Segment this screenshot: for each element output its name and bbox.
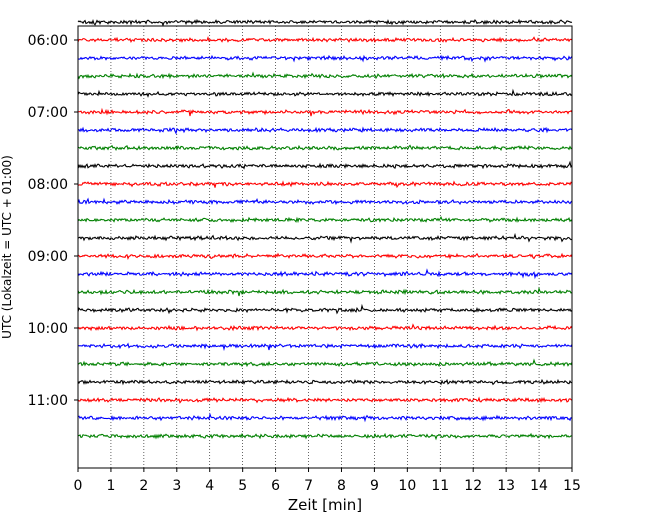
trace-line — [77, 396, 573, 404]
y-tick-label: 06:00 — [28, 33, 68, 49]
trace-line — [77, 35, 573, 44]
x-tick-label: 3 — [172, 478, 181, 494]
x-tick-label: 4 — [205, 478, 214, 494]
trace-line — [77, 358, 573, 368]
x-axis-label: Zeit [min] — [288, 496, 362, 514]
y-axis-ticks: 06:00 07:00 08:00 09:00 10:00 11:00 — [28, 33, 78, 409]
x-tick-label: 2 — [139, 478, 148, 494]
x-axis-ticks: 0 1 2 3 4 5 6 7 8 9 10 11 12 13 14 15 — [74, 468, 581, 494]
y-tick-label: 09:00 — [28, 249, 68, 265]
trace-line — [77, 160, 573, 170]
x-tick-label: 1 — [106, 478, 115, 494]
trace-line — [77, 215, 573, 224]
trace-line — [77, 197, 573, 206]
y-tick-label: 10:00 — [28, 321, 68, 337]
x-tick-label: 6 — [271, 478, 280, 494]
x-tick-label: 8 — [337, 478, 346, 494]
trace-line — [77, 268, 573, 280]
seismic-traces — [77, 18, 573, 441]
trace-line — [77, 252, 573, 260]
trace-line — [77, 180, 573, 189]
y-tick-label: 07:00 — [28, 105, 68, 121]
x-tick-label: 13 — [497, 478, 515, 494]
trace-line — [77, 378, 573, 386]
x-tick-label: 9 — [370, 478, 379, 494]
trace-line — [77, 144, 573, 152]
plot-frame — [77, 25, 573, 469]
x-tick-label: 14 — [530, 478, 548, 494]
x-tick-label: 7 — [304, 478, 313, 494]
trace-line — [77, 432, 573, 441]
trace-line — [77, 323, 573, 332]
y-tick-label: 11:00 — [28, 393, 68, 409]
y-axis-label: UTC (Lokalzeit = UTC + 01:00) — [0, 155, 14, 339]
x-tick-label: 12 — [464, 478, 482, 494]
trace-line — [77, 303, 573, 315]
y-tick-label: 08:00 — [28, 177, 68, 193]
trace-line — [77, 286, 573, 297]
x-tick-label: 10 — [398, 478, 416, 494]
trace-line — [77, 342, 573, 352]
trace-line — [77, 126, 573, 135]
trace-line — [77, 88, 573, 98]
x-tick-label: 11 — [431, 478, 449, 494]
trace-line — [77, 232, 573, 244]
trace-line — [77, 71, 573, 80]
trace-line — [77, 107, 573, 117]
x-tick-label: 5 — [238, 478, 247, 494]
trace-line — [77, 412, 573, 423]
x-tick-label: 0 — [74, 478, 83, 494]
trace-line — [77, 54, 573, 63]
trace-line — [77, 18, 573, 27]
x-tick-label: 15 — [563, 478, 581, 494]
